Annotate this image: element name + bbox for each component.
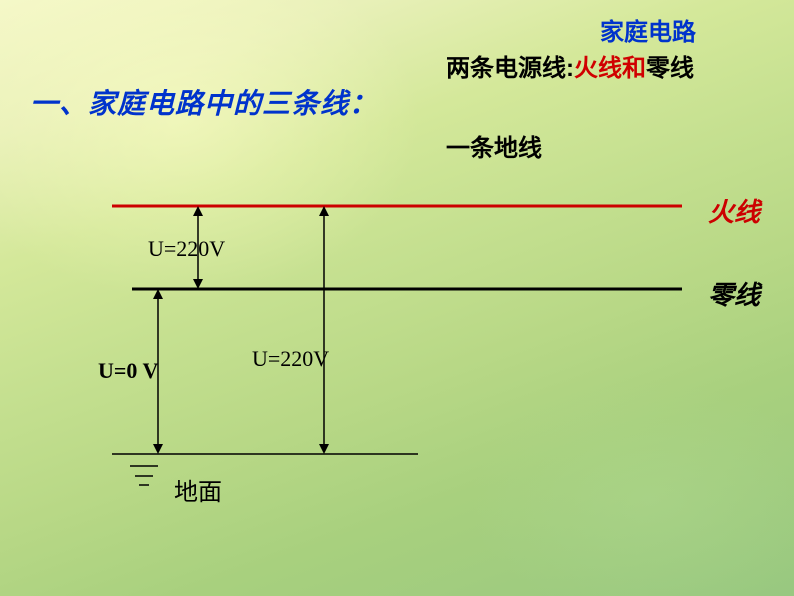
voltage-lg-arrow-bot — [319, 444, 329, 454]
voltage-ng-arrow-bot — [153, 444, 163, 454]
circuit-diagram — [0, 0, 794, 596]
